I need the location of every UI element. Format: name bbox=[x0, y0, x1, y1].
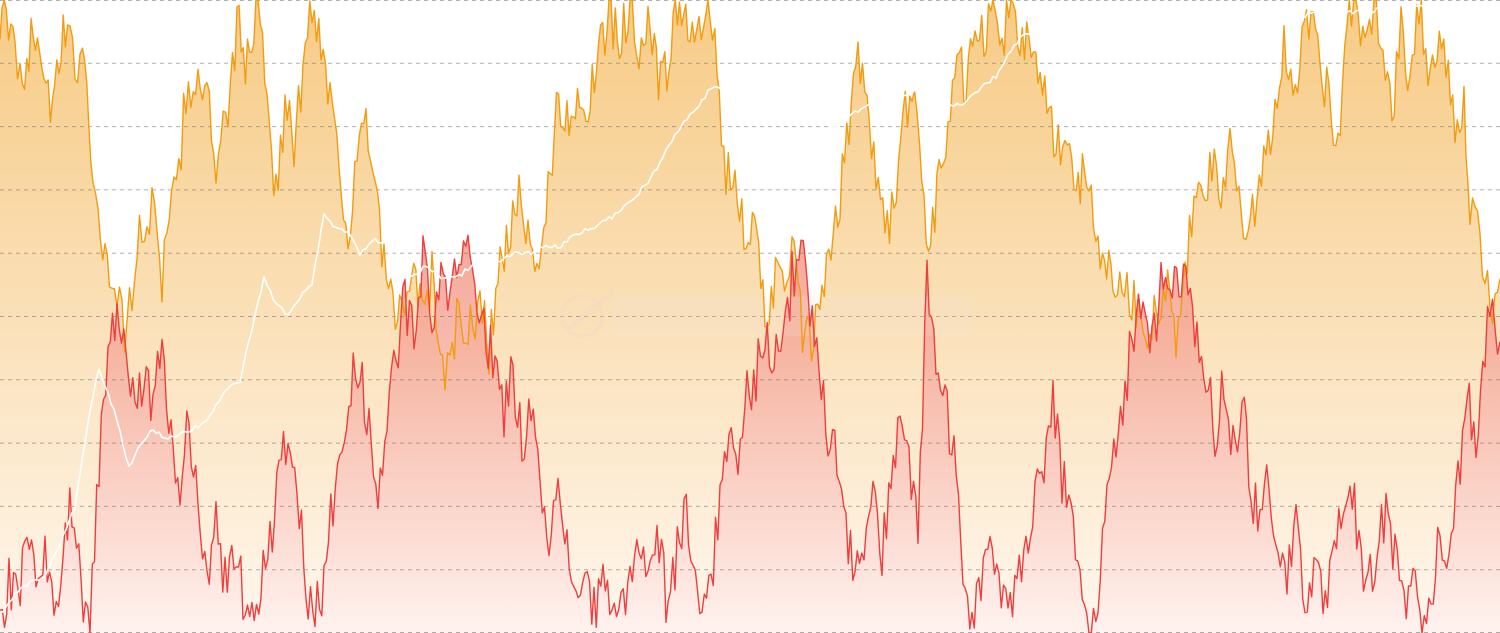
lower-area bbox=[0, 235, 1500, 633]
watermark-wordmark bbox=[612, 296, 972, 336]
watermark-logo-icon bbox=[560, 289, 615, 338]
watermark bbox=[560, 289, 972, 338]
price-series-line bbox=[0, 3, 1447, 614]
lower-series-line bbox=[0, 234, 1500, 633]
upper-series-line bbox=[0, 0, 1500, 391]
